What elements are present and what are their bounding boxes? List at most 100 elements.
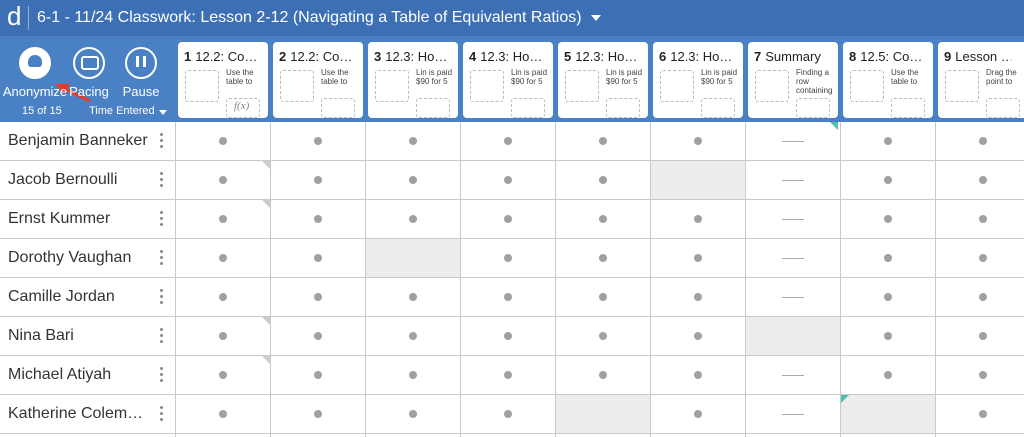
row-menu-dot[interactable] [160,379,163,382]
cell[interactable] [176,317,270,355]
cell[interactable] [841,356,935,394]
screen-card[interactable]: 8 12.5: Co… Use the table to [843,42,933,118]
row-menu-dot[interactable] [160,250,163,253]
row-menu-dot[interactable] [160,211,163,214]
cell[interactable] [366,356,460,394]
activity-title[interactable]: 6-1 - 11/24 Classwork: Lesson 2-12 (Navi… [37,9,582,26]
screen-card[interactable]: 1 12.2: Co… Use the table to f(x) [178,42,268,118]
student-count[interactable]: 15 of 15 [22,105,62,117]
cell[interactable] [271,395,365,433]
screen-card[interactable]: 3 12.3: Ho… Lin is paid $90 for 5 [368,42,458,118]
control-button[interactable] [73,47,105,79]
cell[interactable] [176,239,270,277]
row-menu-dot[interactable] [160,412,163,415]
cell[interactable] [461,239,555,277]
cell[interactable] [746,317,840,355]
cell[interactable] [461,200,555,238]
cell[interactable] [176,356,270,394]
cell[interactable] [651,278,745,316]
caret[interactable] [591,15,601,21]
cell[interactable] [651,239,745,277]
row-menu-dot[interactable] [160,256,163,259]
cell[interactable] [461,122,555,160]
cell[interactable] [366,239,460,277]
student-name[interactable]: Ernst Kummer [8,210,111,227]
cell[interactable] [176,395,270,433]
row-menu-dot[interactable] [160,172,163,175]
row-menu-dot[interactable] [160,328,163,331]
cell[interactable] [651,317,745,355]
cell[interactable] [461,395,555,433]
cell[interactable] [936,395,1024,433]
cell[interactable] [556,239,650,277]
cell[interactable] [461,317,555,355]
cell[interactable] [841,200,935,238]
cell[interactable] [366,122,460,160]
cell[interactable] [651,200,745,238]
control-button[interactable] [125,47,157,79]
cell[interactable] [746,239,840,277]
row-menu-dot[interactable] [160,217,163,220]
cell[interactable] [366,395,460,433]
cell[interactable] [936,278,1024,316]
row-menu-dot[interactable] [160,133,163,136]
cell[interactable] [366,161,460,199]
cell[interactable] [461,161,555,199]
cell[interactable] [176,200,270,238]
cell[interactable] [746,122,840,160]
cell[interactable] [746,278,840,316]
cell[interactable] [556,356,650,394]
cell[interactable] [176,122,270,160]
cell[interactable] [746,200,840,238]
cell[interactable] [271,161,365,199]
cell[interactable] [271,200,365,238]
student-name[interactable]: Benjamin Banneker [8,132,148,149]
cell[interactable] [461,278,555,316]
student-name[interactable]: Camille Jordan [8,288,115,305]
cell[interactable] [841,317,935,355]
row-menu-dot[interactable] [160,418,163,421]
row-menu-dot[interactable] [160,340,163,343]
cell[interactable] [176,161,270,199]
cell[interactable] [936,122,1024,160]
cell[interactable] [746,356,840,394]
cell[interactable] [841,161,935,199]
cell[interactable] [651,356,745,394]
cell[interactable] [651,122,745,160]
row-menu-dot[interactable] [160,139,163,142]
row-menu-dot[interactable] [160,145,163,148]
cell[interactable] [936,200,1024,238]
row-menu-dot[interactable] [160,223,163,226]
cell[interactable] [556,317,650,355]
cell[interactable] [936,356,1024,394]
screen-card[interactable]: 2 12.2: Co… Use the table to [273,42,363,118]
row-menu-dot[interactable] [160,289,163,292]
cell[interactable] [841,278,935,316]
cell[interactable] [366,278,460,316]
cell[interactable] [651,395,745,433]
cell[interactable] [841,395,935,433]
screen-card[interactable]: 4 12.3: Ho… Lin is paid $90 for 5 [463,42,553,118]
cell[interactable] [841,239,935,277]
student-name[interactable]: Jacob Bernoulli [8,171,118,188]
screen-card[interactable]: 5 12.3: Ho… Lin is paid $90 for 5 [558,42,648,118]
sort-menu[interactable]: Time Entered [89,105,155,117]
row-menu-dot[interactable] [160,184,163,187]
row-menu-dot[interactable] [160,373,163,376]
cell[interactable] [366,317,460,355]
cell[interactable] [461,356,555,394]
row-menu-dot[interactable] [160,262,163,265]
cell[interactable] [176,278,270,316]
cell[interactable] [936,161,1024,199]
cell[interactable] [841,122,935,160]
cell[interactable] [651,161,745,199]
row-menu-dot[interactable] [160,406,163,409]
row-menu-dot[interactable] [160,301,163,304]
cell[interactable] [556,161,650,199]
cell[interactable] [271,356,365,394]
row-menu-dot[interactable] [160,295,163,298]
logo[interactable]: d [7,1,22,31]
cell[interactable] [271,239,365,277]
cell[interactable] [936,317,1024,355]
